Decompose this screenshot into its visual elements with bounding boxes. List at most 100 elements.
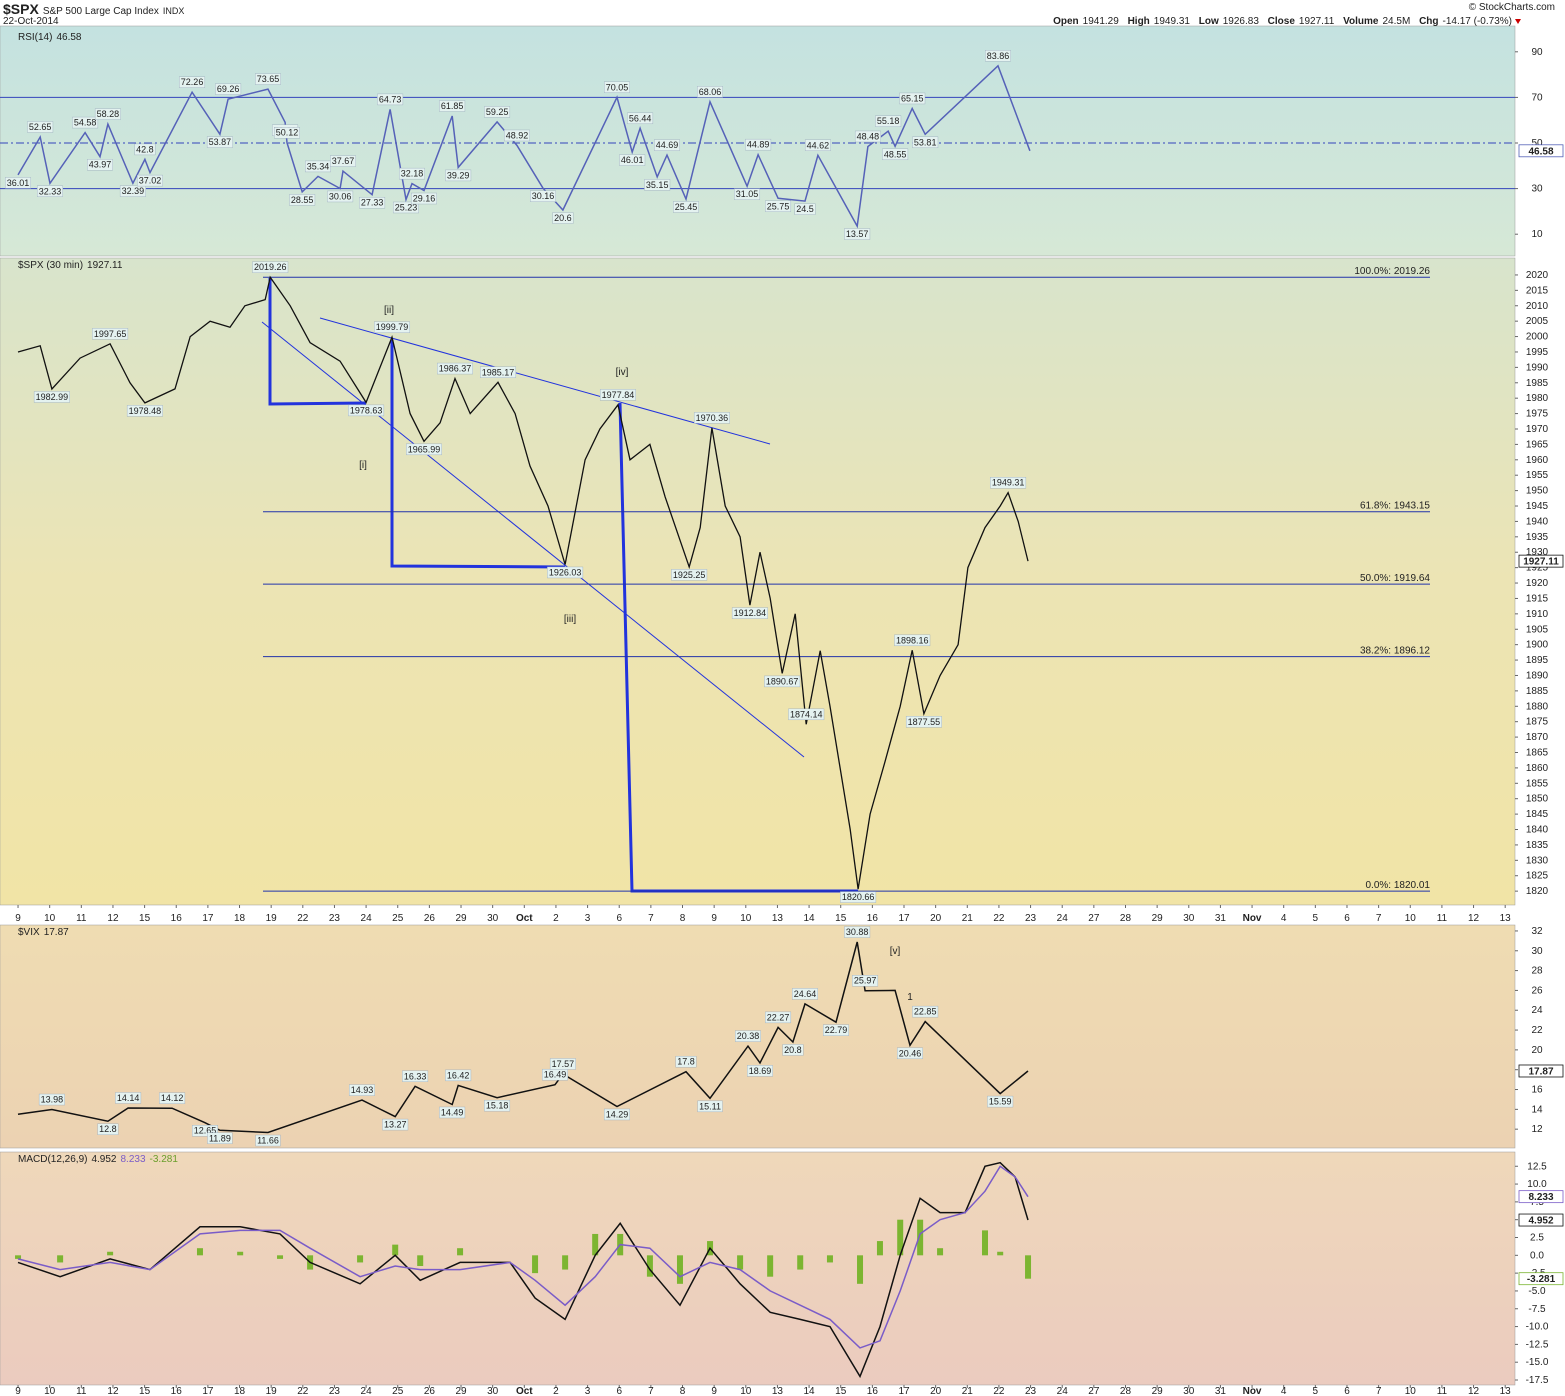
rsi-legend: RSI(14) 46.58 (18, 32, 82, 43)
y-tick-label: 1820 (1526, 886, 1549, 897)
x-tick-label: 17 (202, 1386, 214, 1396)
data-label-text: 16.33 (404, 1071, 427, 1081)
x-tick-label: 21 (962, 913, 974, 924)
symbol: $SPX (3, 1, 39, 17)
x-tick-label: 19 (266, 1386, 278, 1396)
x-tick-label: 12 (107, 913, 119, 924)
data-label-box (27, 121, 54, 133)
data-label-box (439, 1106, 466, 1119)
hist-last: -3.281 (150, 1154, 179, 1165)
data-label: 35.34 (305, 160, 331, 173)
data-label: 83.86 (985, 50, 1011, 62)
data-label-text: 30.16 (532, 191, 555, 201)
last-value-box (1518, 1190, 1564, 1204)
data-label-box (94, 108, 121, 120)
data-label: 30.88 (844, 926, 871, 938)
histogram-bar (857, 1255, 864, 1284)
data-label-box (844, 228, 871, 240)
data-label-box (844, 926, 871, 938)
y-tick-label: 10.0 (1527, 1179, 1547, 1190)
x-tick-label: Nov (1243, 913, 1262, 924)
histogram-bar (392, 1244, 399, 1256)
data-label: 15.18 (484, 1099, 511, 1112)
data-label-box (530, 190, 556, 202)
y-tick-label: 1985 (1526, 378, 1549, 389)
signal-last: 8.233 (121, 1154, 146, 1165)
data-label-box (905, 716, 942, 728)
spx-last: 1927.11 (87, 260, 123, 271)
last-value-label: 4.952 (1528, 1216, 1553, 1227)
histogram-bar (826, 1255, 833, 1263)
y-tick-label: 50 (1531, 138, 1543, 149)
x-tick-label: 20 (930, 1386, 942, 1396)
data-label: 50.12 (274, 127, 300, 139)
data-label: 72.26 (179, 76, 206, 88)
series-line (17, 1165, 1029, 1349)
wave-label: [v] (890, 946, 901, 957)
data-label-text: 22.27 (767, 1012, 790, 1022)
x-tick-label: 26 (424, 1386, 436, 1396)
data-label-box (255, 1134, 281, 1147)
data-label-box (552, 212, 574, 224)
histogram-bar (917, 1219, 924, 1256)
data-label: 69.26 (215, 83, 242, 95)
rsi-last: 46.58 (56, 32, 81, 43)
data-label: 16.42 (445, 1069, 472, 1082)
x-tick-label: 6 (616, 1386, 622, 1396)
data-label: 1926.03 (547, 566, 584, 579)
data-label: 25.97 (852, 975, 879, 987)
data-label-text: 16.42 (447, 1070, 470, 1080)
x-tick-label: 4 (1281, 1386, 1287, 1396)
data-label-text: 69.26 (217, 84, 240, 94)
data-label-box (382, 1118, 409, 1131)
x-tick-label: 17 (202, 913, 214, 924)
data-label-text: 32.33 (39, 186, 62, 196)
y-tick-label: 1890 (1526, 670, 1549, 681)
series-line (17, 275, 1029, 890)
data-label-text: 52.65 (29, 122, 52, 132)
y-tick-label: 1990 (1526, 362, 1549, 373)
data-label: 22.85 (912, 1005, 939, 1018)
y-tick-label: 1945 (1526, 501, 1549, 512)
histogram-bar (937, 1248, 944, 1256)
data-label: 48.92 (504, 129, 530, 142)
y-tick-label: 1905 (1526, 624, 1549, 635)
series-line (17, 64, 1031, 229)
data-label-box (794, 203, 816, 215)
x-tick-label: 29 (1152, 1386, 1164, 1396)
x-tick-label: 9 (711, 1386, 717, 1396)
data-label: 14.14 (115, 1092, 142, 1104)
data-label-box (5, 177, 32, 189)
data-label-box (987, 1095, 1014, 1108)
data-label-text: 11.66 (257, 1136, 279, 1146)
data-label: 52.65 (27, 121, 54, 133)
y-tick-label: 24 (1531, 1005, 1543, 1016)
histogram-bar (982, 1230, 989, 1256)
y-tick-label: 1940 (1526, 516, 1549, 527)
macd-panel (0, 1151, 1516, 1386)
x-tick-label: 30 (1183, 1386, 1195, 1396)
data-label-box (87, 159, 113, 171)
data-label: 11.66 (255, 1134, 281, 1147)
data-label: 54.58 (72, 116, 99, 129)
data-label: 13.57 (844, 228, 871, 240)
x-tick-label: 29 (455, 913, 467, 924)
data-label-text: 70.05 (606, 82, 629, 92)
data-label: 53.81 (912, 136, 939, 149)
y-tick-label: 1875 (1526, 717, 1549, 728)
histogram-bar (457, 1248, 464, 1256)
data-label-box (604, 1108, 630, 1121)
low: 1926.83 (1223, 16, 1260, 27)
date: 22-Oct-2014 (3, 16, 59, 27)
data-label: 37.02 (137, 174, 163, 187)
x-tick-label: 30 (1183, 913, 1195, 924)
fib-label: 50.0%: 1919.64 (1360, 573, 1430, 584)
data-label: 1985.17 (480, 366, 517, 378)
trendline (261, 321, 805, 758)
data-label-box (734, 188, 761, 200)
low-label: Low (1199, 16, 1219, 27)
data-label-text: 64.73 (379, 94, 402, 104)
data-label-text: 1820.66 (842, 892, 875, 902)
data-label-box (359, 196, 386, 209)
data-label: 16.33 (402, 1070, 429, 1082)
